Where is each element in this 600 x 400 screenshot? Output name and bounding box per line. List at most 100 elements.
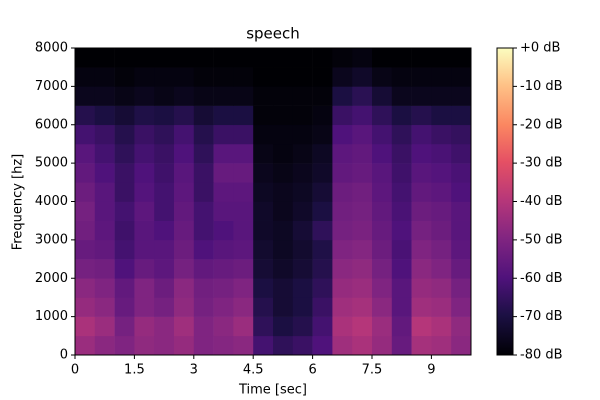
heatmap-cell — [273, 48, 294, 68]
heatmap-cell — [174, 297, 195, 317]
heatmap-cell — [94, 201, 115, 221]
heatmap-cell — [213, 143, 234, 164]
heatmap-cell — [75, 316, 96, 337]
heatmap-cell — [372, 201, 393, 221]
heatmap-cell — [75, 297, 96, 317]
heatmap-cell — [411, 220, 432, 241]
heatmap-cell — [411, 297, 432, 317]
heatmap-cell — [193, 124, 214, 145]
heatmap-cell — [451, 86, 472, 106]
heatmap-cell — [273, 201, 294, 221]
heatmap-cell — [174, 163, 195, 183]
heatmap-cell — [193, 335, 214, 356]
heatmap-cell — [174, 278, 195, 298]
heatmap-cell — [312, 259, 333, 279]
heatmap-cell — [431, 220, 452, 241]
heatmap-cell — [253, 297, 274, 317]
heatmap-cell — [352, 67, 373, 87]
heatmap-cell — [431, 124, 452, 145]
colorbar-tick-label: -30 dB — [520, 156, 563, 171]
colorbar-tick-label: -60 dB — [520, 271, 563, 286]
heatmap-cell — [451, 48, 472, 68]
heatmap-cell — [431, 182, 452, 202]
heatmap-cell — [292, 143, 313, 164]
heatmap-cell — [451, 124, 472, 145]
heatmap-cell — [391, 316, 412, 337]
heatmap-cell — [292, 297, 313, 317]
heatmap-cell — [213, 239, 234, 260]
heatmap-cell — [114, 335, 135, 356]
heatmap-cell — [75, 67, 96, 87]
heatmap-cell — [332, 259, 353, 279]
heatmap-cell — [451, 163, 472, 183]
heatmap-cell — [372, 182, 393, 202]
heatmap-cell — [372, 239, 393, 260]
heatmap-cell — [174, 48, 195, 68]
heatmap-cell — [174, 143, 195, 164]
heatmap-cell — [451, 67, 472, 87]
heatmap-cell — [372, 316, 393, 337]
heatmap-cell — [431, 201, 452, 221]
heatmap-cell — [372, 48, 393, 68]
heatmap-cell — [213, 316, 234, 337]
y-tick-label: 0 — [60, 348, 68, 363]
heatmap-cell — [154, 316, 175, 337]
heatmap-cell — [233, 143, 254, 164]
heatmap-cell — [253, 143, 274, 164]
heatmap-cell — [273, 316, 294, 337]
heatmap-cell — [391, 220, 412, 241]
heatmap-cell — [391, 48, 412, 68]
heatmap-cell — [292, 316, 313, 337]
heatmap-cell — [233, 259, 254, 279]
heatmap-cell — [391, 143, 412, 164]
heatmap-cell — [193, 239, 214, 260]
heatmap-cell — [312, 316, 333, 337]
heatmap-cell — [253, 163, 274, 183]
heatmap-cell — [193, 220, 214, 241]
heatmap-cell — [233, 316, 254, 337]
heatmap-cell — [233, 86, 254, 106]
heatmap-cell — [431, 316, 452, 337]
heatmap-cell — [391, 67, 412, 87]
heatmap-cell — [312, 239, 333, 260]
heatmap-cell — [233, 105, 254, 126]
heatmap-cell — [94, 297, 115, 317]
heatmap-cell — [213, 278, 234, 298]
heatmap-cell — [94, 182, 115, 202]
heatmap-cell — [193, 182, 214, 202]
heatmap-cell — [134, 278, 155, 298]
heatmap-cell — [312, 278, 333, 298]
heatmap-cell — [431, 86, 452, 106]
heatmap-cell — [411, 201, 432, 221]
heatmap-cell — [391, 201, 412, 221]
heatmap-cell — [134, 67, 155, 87]
heatmap-cell — [451, 259, 472, 279]
heatmap-cell — [332, 297, 353, 317]
heatmap-cell — [312, 105, 333, 126]
heatmap-cell — [75, 335, 96, 356]
heatmap-cell — [174, 335, 195, 356]
heatmap-cell — [193, 259, 214, 279]
heatmap-cell — [94, 105, 115, 126]
heatmap-cell — [332, 335, 353, 356]
heatmap-cell — [431, 48, 452, 68]
heatmap-cell — [75, 105, 96, 126]
heatmap-cell — [292, 105, 313, 126]
heatmap-cell — [312, 124, 333, 145]
heatmap-cell — [114, 163, 135, 183]
heatmap-cell — [411, 163, 432, 183]
heatmap-cell — [332, 163, 353, 183]
heatmap-cell — [253, 239, 274, 260]
heatmap-cell — [154, 278, 175, 298]
heatmap-cell — [273, 220, 294, 241]
heatmap-cell — [431, 239, 452, 260]
heatmap-cell — [154, 67, 175, 87]
x-tick-label: 1.5 — [124, 363, 145, 378]
heatmap-cell — [233, 220, 254, 241]
heatmap-cell — [253, 278, 274, 298]
heatmap-cell — [174, 105, 195, 126]
heatmap-cell — [174, 86, 195, 106]
heatmap-cell — [352, 86, 373, 106]
heatmap-cell — [213, 105, 234, 126]
heatmap-cell — [154, 143, 175, 164]
